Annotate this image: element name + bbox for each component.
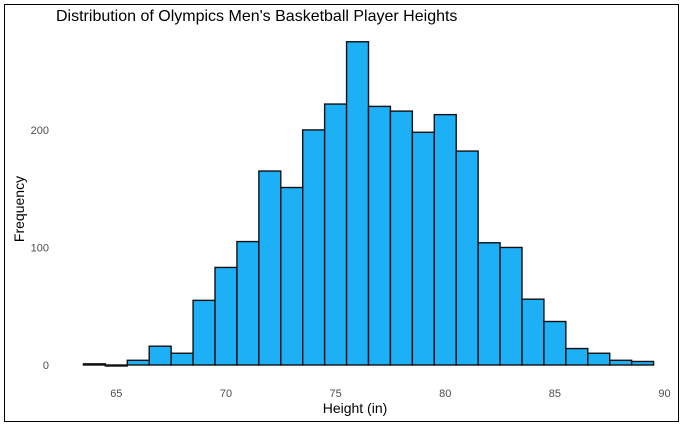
x-tick-labels: 65 70 75 80 85 90 [110, 388, 670, 400]
histogram-bar [477, 242, 501, 366]
histogram-bar [345, 41, 370, 366]
histogram-bar [214, 266, 238, 366]
y-tick-label: 200 [31, 125, 49, 137]
histogram-bar [126, 359, 150, 366]
histogram-bar [455, 150, 479, 366]
y-axis-label: Frequency [11, 176, 27, 242]
y-tick-label: 0 [43, 360, 49, 372]
x-tick-label: 70 [220, 388, 232, 400]
chart-title: Distribution of Olympics Men's Basketbal… [56, 8, 458, 25]
histogram-bar [302, 129, 326, 366]
histogram-bar [280, 186, 304, 366]
histogram-bar [433, 113, 457, 366]
histogram-bar [389, 110, 414, 366]
y-tick-labels: 0 100 200 [31, 125, 49, 372]
histogram-bar [630, 360, 655, 366]
y-tick-label: 100 [31, 242, 49, 254]
histogram-bar [411, 131, 435, 366]
x-tick-label: 85 [549, 388, 561, 400]
x-tick-label: 90 [658, 388, 670, 400]
x-axis-label: Height (in) [323, 400, 388, 416]
histogram-bar [104, 364, 128, 367]
histogram-bar [258, 170, 282, 366]
x-tick-label: 65 [110, 388, 122, 400]
histogram-bar [499, 246, 523, 366]
histogram-bar [236, 240, 260, 366]
histogram-bar [565, 347, 589, 366]
histogram-bar [521, 298, 545, 366]
x-tick-label: 75 [329, 388, 341, 400]
histogram-bar [587, 352, 611, 366]
histogram-bar [609, 359, 633, 366]
histogram-bar [367, 105, 392, 366]
histogram-bar [170, 352, 194, 366]
histogram-bar [82, 363, 107, 366]
histogram-bar [323, 103, 348, 366]
bars-group [82, 41, 655, 367]
histogram-bar [148, 345, 172, 366]
histogram-bar [543, 320, 567, 366]
histogram-bar [192, 299, 216, 366]
x-tick-label: 80 [439, 388, 451, 400]
